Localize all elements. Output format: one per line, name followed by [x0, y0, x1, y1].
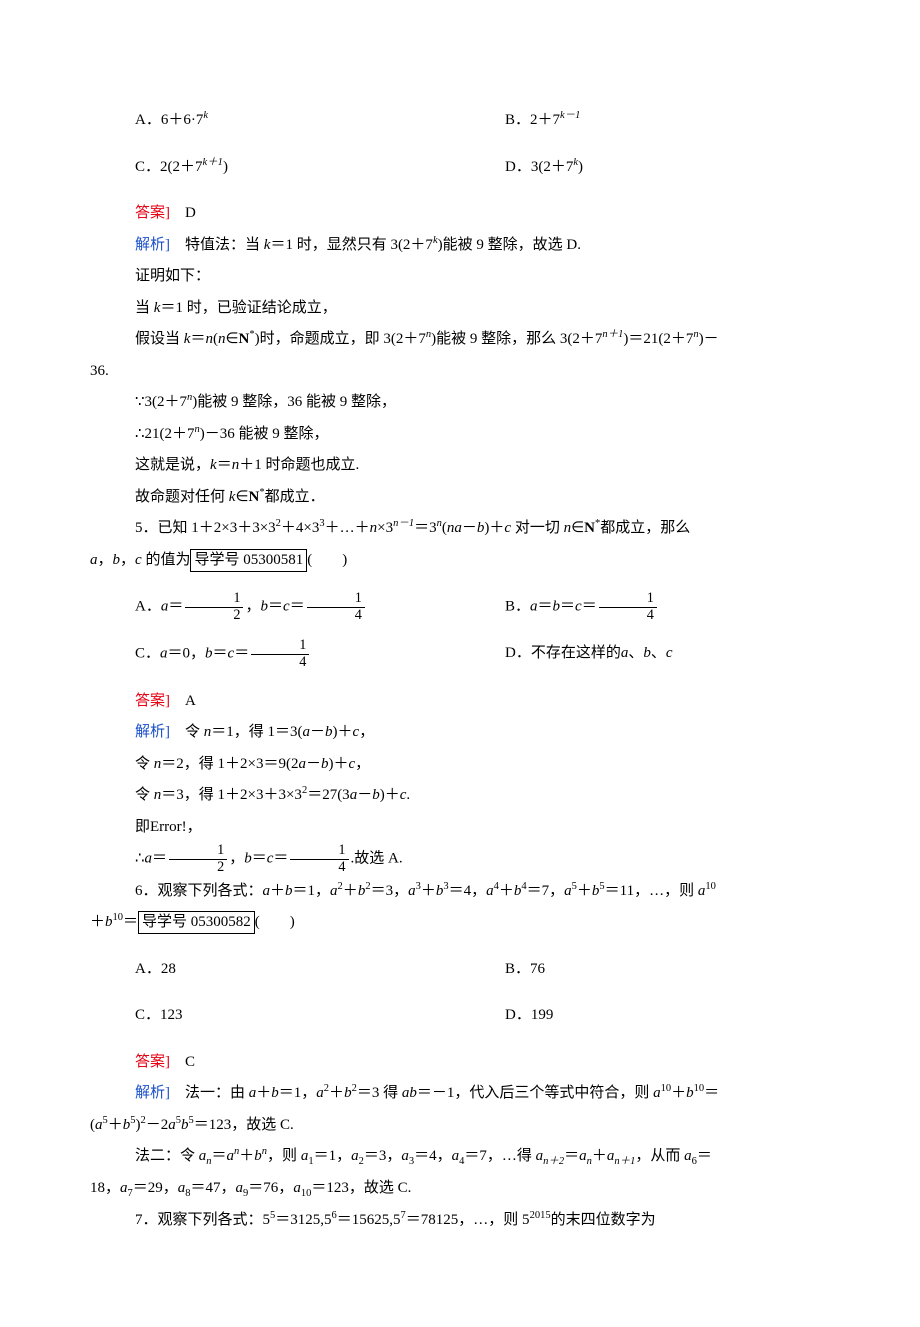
q6-answer: 答案] C: [90, 1047, 830, 1079]
q4-proof-4: ∴21(2＋7n)－36 能被 9 整除，: [90, 419, 830, 451]
q6-stem-2: ＋b10＝导学号 05300582( ): [90, 907, 830, 939]
q5-exp-2: 令 n＝2，得 1＋2×3＝9(2a－b)＋c，: [90, 749, 830, 781]
q6-stem-1: 6．观察下列各式：a＋b＝1，a2＋b2＝3，a3＋b3＝4，a4＋b4＝7，a…: [90, 876, 830, 908]
q6-optD: D．199: [460, 1000, 830, 1032]
q5-stem-2: a，b，c 的值为导学号 05300581( ): [90, 545, 830, 577]
q4-explain-1: 解析] 特值法：当 k＝1 时，显然只有 3(2＋7k)能被 9 整除，故选 D…: [90, 230, 830, 262]
q5-exp-4: 即Error!，: [90, 812, 830, 844]
q4-proof-5: 这就是说，k＝n＋1 时命题也成立.: [90, 450, 830, 482]
q6-choices: A．28 C．123 B．76 D．199: [90, 939, 830, 1047]
q4-optD: D．3(2＋7k): [460, 152, 830, 184]
q5-optB: B．a＝b＝c＝14: [460, 591, 830, 623]
q5-stem-1: 5．已知 1＋2×3＋3×32＋4×33＋…＋n×3n－1＝3n(na－b)＋c…: [90, 513, 830, 545]
q4-proof-2: 假设当 k＝n(n∈N*)时，命题成立，即 3(2＋7n)能被 9 整除，那么 …: [90, 324, 830, 356]
q5-optC: C．a＝0，b＝c＝14: [90, 638, 460, 670]
q7-stem: 7．观察下列各式：55＝3125,56＝15625,57＝78125，…，则 5…: [90, 1205, 830, 1237]
q6-optB: B．76: [460, 954, 830, 986]
q6-exp-2: 法二：令 an＝an＋bn，则 a1＝1，a2＝3，a3＝4，a4＝7，…得 a…: [90, 1141, 830, 1173]
q4-proof-1: 当 k＝1 时，已验证结论成立，: [90, 293, 830, 325]
q6-optA: A．28: [90, 954, 460, 986]
q5-exp-5: ∴a＝12，b＝c＝14.故选 A.: [90, 843, 830, 875]
q5-exp-3: 令 n＝3，得 1＋2×3＋3×32＝27(3a－b)＋c.: [90, 780, 830, 812]
q4-proof-2b: 36.: [90, 356, 830, 388]
q4-choices: A．6＋6·7k C．2(2＋7k＋1) B．2＋7k－1 D．3(2＋7k): [90, 90, 830, 198]
q6-optC: C．123: [90, 1000, 460, 1032]
q5-choices: A．a＝12，b＝c＝14 C．a＝0，b＝c＝14 B．a＝b＝c＝14 D．…: [90, 576, 830, 686]
q4-proof-6: 故命题对任何 k∈N*都成立．: [90, 482, 830, 514]
q4-optA: A．6＋6·7k: [90, 105, 460, 137]
q4-optC: C．2(2＋7k＋1): [90, 152, 460, 184]
q4-proof-intro: 证明如下：: [90, 261, 830, 293]
q4-optB: B．2＋7k－1: [460, 105, 830, 137]
q4-answer: 答案] D: [90, 198, 830, 230]
study-number-box: 导学号 05300581: [190, 549, 307, 572]
q5-exp-1: 解析] 令 n＝1，得 1＝3(a－b)＋c，: [90, 717, 830, 749]
q5-answer: 答案] A: [90, 686, 830, 718]
q6-exp-2b: 18，a7＝29，a8＝47，a9＝76，a10＝123，故选 C.: [90, 1173, 830, 1205]
q6-exp-1b: (a5＋b5)2－2a5b5＝123，故选 C.: [90, 1110, 830, 1142]
study-number-box: 导学号 05300582: [138, 911, 255, 934]
q5-optA: A．a＝12，b＝c＝14: [90, 591, 460, 623]
q6-exp-1: 解析] 法一：由 a＋b＝1，a2＋b2＝3 得 ab＝－1，代入后三个等式中符…: [90, 1078, 830, 1110]
q4-proof-3: ∵3(2＋7n)能被 9 整除，36 能被 9 整除，: [90, 387, 830, 419]
error-text: Error!: [150, 819, 187, 835]
q5-optD: D．不存在这样的a、b、c: [460, 638, 830, 670]
